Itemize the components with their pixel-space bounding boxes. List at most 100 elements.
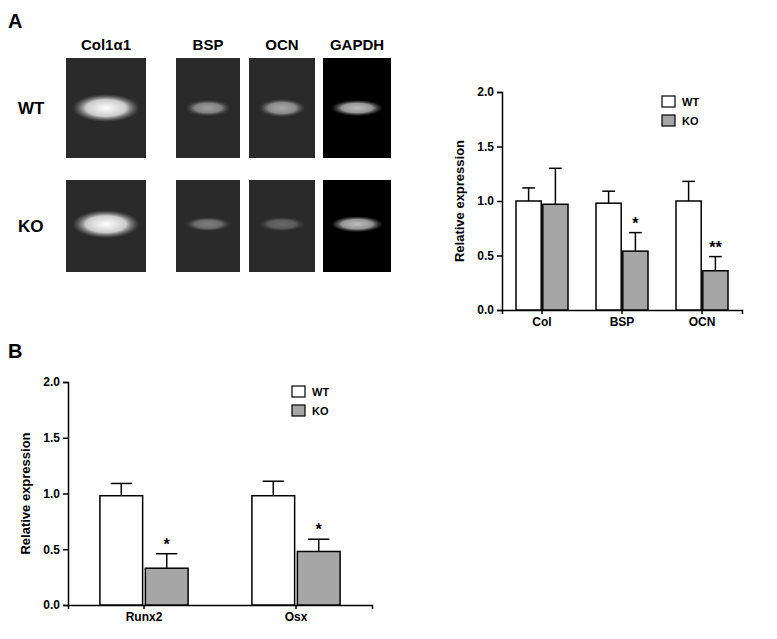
- gel-band: [72, 94, 139, 122]
- legend-swatch: [292, 386, 305, 397]
- plot-area: [100, 481, 340, 605]
- tick-mark: [497, 92, 502, 94]
- tick-label: 2.0: [477, 85, 494, 99]
- gel-lane: [66, 58, 146, 158]
- tick-mark: [497, 310, 502, 312]
- tick-label: Osx: [285, 610, 308, 624]
- legend: WTKO: [292, 386, 329, 417]
- error-cap: [308, 538, 329, 540]
- panel-label: B: [8, 340, 22, 362]
- x-tick: Col: [532, 310, 551, 329]
- x-tick: OCN: [689, 310, 716, 329]
- bar: [623, 251, 648, 310]
- lane-label: GAPDH: [330, 36, 384, 53]
- bar-chart: 0.0 0.5 1.0 1.5 2.0 Col BSP OCN Relative express…: [452, 85, 743, 328]
- figure: ABCol1α1BSPOCNGAPDHWTKO0.00.51.01.52.0Co…: [0, 0, 777, 639]
- gel-lane: [323, 180, 391, 272]
- tick-mark: [621, 310, 623, 314]
- row-label: KO: [18, 217, 44, 236]
- axis-title: Relative expression: [18, 432, 33, 554]
- tick-label: OCN: [689, 315, 716, 329]
- tick-label: 0.0: [43, 598, 60, 612]
- error-stem: [635, 233, 637, 252]
- error-bar: [111, 483, 132, 495]
- y-tick: 0.0: [477, 303, 502, 317]
- significance: **: [709, 239, 722, 256]
- tick-label: 1.5: [477, 140, 494, 154]
- y-tick: 2.0: [43, 375, 68, 389]
- gel-band: [186, 100, 231, 116]
- tick-label: 0.0: [477, 303, 494, 317]
- error-bar: [156, 554, 177, 568]
- tick-mark: [63, 382, 68, 384]
- x-tick: Osx: [285, 605, 308, 624]
- tick-label: 1.5: [43, 431, 60, 445]
- error-cap: [263, 480, 284, 482]
- tick-mark: [63, 549, 68, 551]
- tick-label: 0.5: [477, 249, 494, 263]
- gel-lane: [249, 58, 315, 158]
- significance: *: [632, 215, 639, 232]
- x-axis: Runx2 Osx: [69, 605, 373, 624]
- gel-band: [331, 216, 383, 232]
- bar: [516, 201, 541, 310]
- plot-area: [516, 168, 728, 310]
- tick-mark: [701, 310, 703, 314]
- legend-label: KO: [682, 115, 699, 127]
- bar: [703, 271, 728, 310]
- gel-band: [259, 99, 305, 117]
- tick-label: 0.5: [43, 543, 60, 557]
- error-bar: [263, 481, 284, 495]
- axis-line: [69, 606, 373, 610]
- error-bar: [549, 168, 562, 204]
- gel-lane: [176, 58, 240, 158]
- error-bar: [602, 191, 615, 203]
- error-cap: [682, 181, 695, 183]
- tick-label: 1.0: [477, 194, 494, 208]
- y-axis: 0.0 0.5 1.0 1.5 2.0: [477, 85, 502, 317]
- lane-label: BSP: [193, 36, 224, 53]
- error-bar: [682, 181, 695, 201]
- error-stem: [688, 181, 690, 201]
- gel-band: [186, 217, 231, 231]
- error-cap: [156, 553, 177, 555]
- error-cap: [549, 168, 562, 170]
- lane-label: OCN: [265, 36, 298, 53]
- error-stem: [318, 539, 320, 551]
- tick-mark: [63, 605, 68, 607]
- error-stem: [121, 483, 123, 495]
- axis-line: [503, 311, 743, 315]
- tick-mark: [143, 605, 145, 609]
- error-bar: [308, 539, 329, 551]
- legend-swatch: [662, 115, 675, 126]
- gel-band: [72, 210, 139, 238]
- x-tick: BSP: [610, 310, 635, 329]
- gel: Col1α1BSPOCNGAPDHWTKO: [18, 36, 391, 272]
- tick-label: Runx2: [126, 610, 163, 624]
- legend-swatch: [662, 96, 675, 107]
- gel-band: [331, 100, 383, 116]
- error-cap: [629, 232, 642, 234]
- axis-line: [497, 93, 503, 311]
- annotations: **: [164, 521, 323, 552]
- bar: [297, 551, 340, 605]
- bar: [100, 496, 143, 605]
- y-tick: 1.5: [43, 431, 68, 445]
- gel-lane: [66, 180, 146, 272]
- y-tick: 0.5: [43, 543, 68, 557]
- axis-line: [63, 383, 69, 606]
- y-axis: 0.00.51.01.52.0: [43, 375, 68, 612]
- tick-label: BSP: [610, 315, 635, 329]
- error-bar: [522, 188, 535, 201]
- axis-title: Relative expression: [452, 140, 467, 262]
- tick-mark: [63, 438, 68, 440]
- bar: [596, 203, 621, 310]
- error-cap: [522, 187, 535, 189]
- bar-chart: 0.00.51.01.52.0Runx2OsxRelative expressi…: [18, 375, 373, 623]
- error-bar: [709, 257, 722, 271]
- error-cap: [111, 483, 132, 485]
- x-tick: Runx2: [126, 605, 163, 624]
- gel-lane: [176, 180, 240, 272]
- legend: WTKO: [662, 96, 699, 127]
- tick-mark: [497, 146, 502, 148]
